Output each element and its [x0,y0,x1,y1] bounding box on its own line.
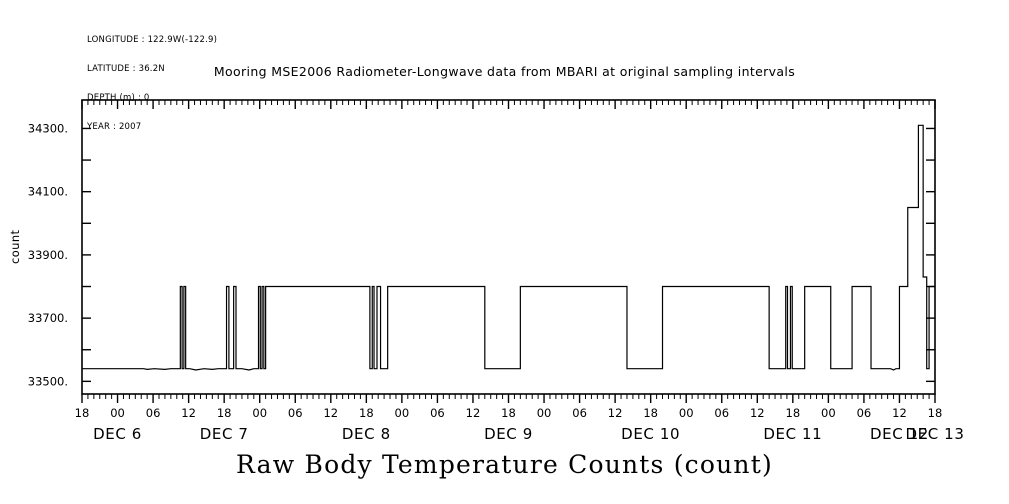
x-tick-label: 12 [181,406,196,420]
x-tick-label: 06 [857,406,872,420]
metadata-block: LONGITUDE : 122.9W(-122.9) LATITUDE : 36… [87,17,217,151]
y-tick-label: 33500. [28,374,68,388]
x-tick-label: 00 [821,406,836,420]
metadata-longitude: LONGITUDE : 122.9W(-122.9) [87,35,218,46]
x-tick-label: 06 [430,406,445,420]
x-tick-label: 06 [572,406,587,420]
x-tick-label: 00 [537,406,552,420]
x-tick-label: 18 [501,406,516,420]
metadata-depth: DEPTH (m) : 0 [87,92,150,103]
data-line-raw-body-temperature [82,124,935,371]
y-tick-label: 33900. [28,248,68,262]
x-tick-label: 18 [75,406,90,420]
x-tick-label: 00 [679,406,694,420]
x-date-label: DEC 9 [484,425,533,443]
x-tick-label: 00 [252,406,267,420]
metadata-year: YEAR : 2007 [87,121,142,132]
x-axis-date-labels: DEC 6 DEC 7 DEC 8 DEC 9 DEC 10 DEC 11 DEC 12DE… [93,425,964,443]
x-tick-label: 18 [359,406,374,420]
y-tick-label: 34100. [28,185,68,199]
x-date-label: DEC 11 [763,425,822,443]
x-date-label: DEC 6 [93,425,142,443]
y-axis-tick-labels: 34300. 34100. 33900. 33700. 33500. [28,121,68,388]
x-date-label: DEC 7 [200,425,249,443]
axis-frame [81,99,936,395]
x-tick-label: 06 [288,406,303,420]
x-tick-label: 00 [395,406,410,420]
x-tick-label: 12 [892,406,907,420]
x-tick-label: 12 [608,406,623,420]
x-date-label: DEC 8 [342,425,391,443]
x-tick-label: 12 [466,406,481,420]
x-tick-label: 12 [750,406,765,420]
metadata-latitude: LATITUDE : 36.2N [87,63,165,74]
data-series-group [82,124,935,371]
x-tick-label: 00 [110,406,125,420]
y-axis-ticks [82,127,935,383]
x-tick-label: 18 [786,406,801,420]
x-date-label: DEC 13 [906,425,965,443]
y-tick-label: 33700. [28,311,68,325]
x-tick-label: 18 [643,406,658,420]
figure-bottom-title: Raw Body Temperature Counts (count) [236,450,773,479]
x-tick-label: 18 [928,406,943,420]
x-tick-label: 06 [714,406,729,420]
y-tick-label: 34300. [28,121,68,135]
x-date-label: DEC 10 [621,425,680,443]
x-tick-label: 06 [146,406,161,420]
x-tick-label: 12 [323,406,338,420]
x-tick-label: 18 [217,406,232,420]
x-axis-tick-labels: 18 00 06 12 18 00 06 12 18 00 06 12 18 00 06 12 18 00 06 12… [75,406,943,420]
plot-title: Mooring MSE2006 Radiometer-Longwave data… [213,64,796,79]
x-date-label: DEC 12 [870,425,929,443]
x-axis-ticks [81,100,936,403]
